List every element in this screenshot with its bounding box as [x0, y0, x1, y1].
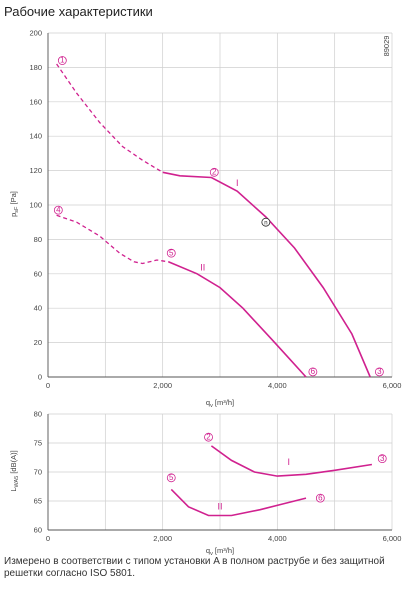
pressure-x-label-sub: v: [210, 403, 213, 409]
noise-x-label-unit: [m³/h]: [215, 546, 234, 555]
curve-marker-5: 5: [166, 473, 176, 483]
curve-marker-label: 1: [60, 56, 65, 65]
pressure-series-label-II: II: [200, 262, 205, 272]
curve-marker-label: 6: [311, 367, 316, 376]
pressure-y-tick-label: 200: [29, 29, 42, 38]
chart-id-label: 89029: [382, 36, 391, 57]
pressure-x-tick-label: 2,000: [153, 381, 172, 390]
pressure-y-tick-label: 140: [29, 132, 42, 141]
noise-chart-curves: [170, 445, 373, 517]
pressure-y-tick-label: 40: [34, 304, 42, 313]
curve-marker-circle: [166, 473, 176, 483]
noise-y-label-unit: [dB(A)]: [9, 450, 18, 473]
pressure-y-label-sub: sF: [14, 206, 20, 213]
noise-x-axis-label: qv [m³/h]: [206, 546, 234, 557]
pressure-x-tick-label: 0: [46, 381, 50, 390]
curve-marker-circle: [57, 56, 67, 65]
curve-marker-circle: [53, 205, 63, 215]
noise-y-tick-label: 80: [34, 410, 42, 419]
pressure-series-I-dashed-line: [56, 63, 164, 173]
curve-marker-circle: [374, 367, 384, 377]
noise-y-axis-label: LWA5 [dB(A)]: [9, 450, 20, 491]
curve-marker-6: 6: [308, 367, 318, 377]
pressure-x-tick-label: 6,000: [383, 381, 402, 390]
curve-marker-6: 6: [315, 493, 325, 503]
pressure-y-axis-label: psF [Pa]: [9, 191, 20, 217]
noise-series-label-I: I: [288, 457, 291, 467]
operating-point-marker: n: [261, 217, 271, 227]
curve-marker-5: 5: [166, 248, 176, 258]
curve-marker-label: 3: [380, 454, 385, 463]
pressure-x-axis-label: qv [m³/h]: [206, 398, 234, 409]
curve-marker-label: 2: [212, 168, 217, 177]
noise-x-tick-label: 2,000: [153, 534, 172, 543]
curve-marker-label: 5: [169, 473, 174, 482]
noise-y-label-main: L: [9, 487, 18, 491]
pressure-y-tick-label: 160: [29, 97, 42, 106]
noise-x-tick-label: 0: [46, 534, 50, 543]
curve-marker-circle: [166, 248, 176, 258]
curve-marker-label: 4: [56, 205, 61, 214]
pressure-y-tick-label: 80: [34, 235, 42, 244]
noise-series-label-II: II: [217, 502, 222, 512]
page-title: Рабочие характеристики: [4, 4, 153, 19]
pressure-y-tick-label: 180: [29, 63, 42, 72]
measurement-note: Измерено в соответствии с типом установк…: [4, 556, 385, 579]
pressure-y-tick-label: 100: [29, 201, 42, 210]
noise-y-tick-label: 60: [34, 526, 42, 535]
noise-series-I-line: [210, 445, 373, 477]
pressure-series-I-solid-line: [162, 171, 371, 378]
pressure-y-label-main: p: [9, 213, 18, 217]
noise-y-label-sub: WA5: [14, 476, 20, 488]
pressure-x-tick-label: 4,000: [268, 381, 287, 390]
curve-marker-circle: [315, 493, 325, 503]
noise-x-tick-label: 6,000: [383, 534, 402, 543]
curve-marker-2: 2: [204, 432, 213, 442]
curve-marker-circle: [204, 432, 213, 442]
noise-x-tick-label: 4,000: [268, 534, 287, 543]
curve-marker-circle: [209, 167, 219, 177]
curve-marker-circle: [377, 454, 387, 464]
pressure-series-label-I: I: [236, 178, 239, 188]
pressure-y-label-unit: [Pa]: [9, 191, 18, 204]
curve-marker-label: 5: [169, 248, 174, 257]
curve-marker-3: 3: [377, 454, 387, 464]
curve-marker-2: 2: [209, 167, 219, 177]
pressure-chart-curves: [56, 63, 371, 378]
noise-x-label-main: q: [206, 546, 210, 555]
pressure-chart-ticks: 0 20 40 60 80 100 120 140 160 180 200 0 2,000 4,000 6,…: [29, 29, 401, 391]
noise-y-tick-label: 65: [34, 497, 42, 506]
pressure-series-II-dashed-line: [56, 214, 169, 265]
noise-chart-grid: [47, 413, 393, 531]
pressure-y-tick-label: 0: [38, 373, 42, 382]
pressure-chart: 0 20 40 60 80 100 120 140 160 180 200 0 2,000 4,000 6,…: [9, 29, 401, 410]
noise-y-tick-label: 75: [34, 439, 42, 448]
curve-marker-circle: [308, 367, 318, 377]
pressure-series-II-solid-line: [168, 261, 307, 378]
pressure-chart-grid: [47, 32, 393, 378]
pressure-x-label-main: q: [206, 398, 210, 407]
noise-y-tick-label: 70: [34, 468, 42, 477]
curve-marker-1: 1: [57, 56, 67, 65]
operating-point-label: n: [264, 220, 267, 226]
pressure-y-tick-label: 60: [34, 269, 42, 278]
curve-marker-label: 2: [206, 432, 211, 441]
curve-marker-4: 4: [53, 205, 63, 215]
noise-series-II-line: [170, 488, 307, 517]
curve-marker-label: 3: [377, 367, 382, 376]
noise-x-label-sub: v: [210, 551, 213, 557]
operating-point-circle: [261, 217, 271, 227]
pressure-y-tick-label: 120: [29, 166, 42, 175]
pressure-y-tick-label: 20: [34, 338, 42, 347]
pressure-x-label-unit: [m³/h]: [215, 398, 234, 407]
curve-marker-label: 6: [318, 493, 323, 502]
curve-marker-3: 3: [374, 367, 384, 377]
